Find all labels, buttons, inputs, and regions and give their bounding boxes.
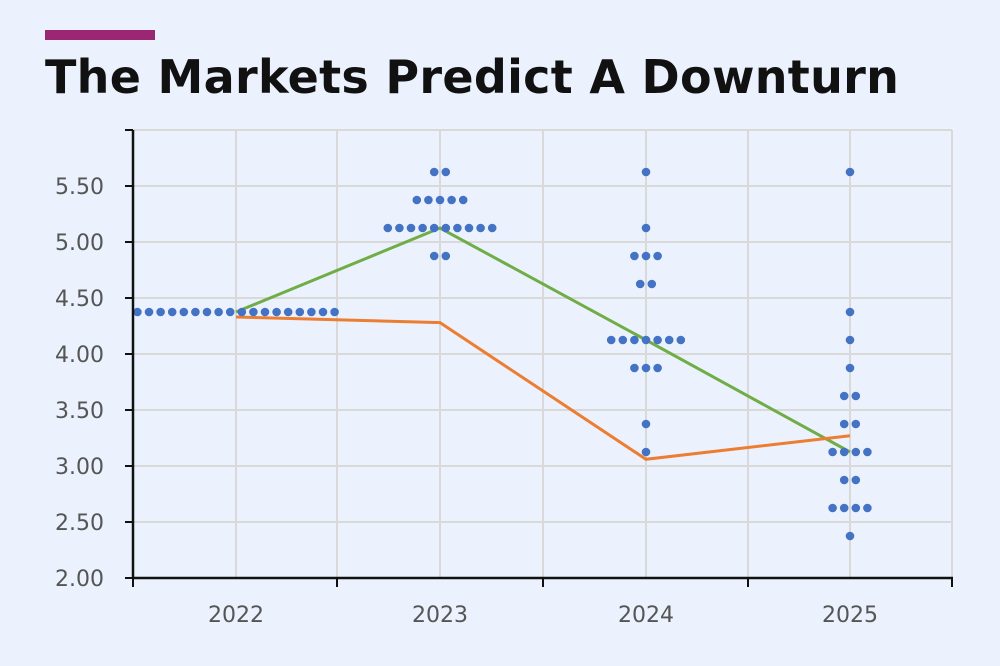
dot-point — [630, 363, 639, 373]
y-tick-label: 3.00 — [55, 455, 104, 480]
dot-point — [845, 335, 855, 345]
dot-point — [318, 307, 328, 317]
dot-point — [330, 307, 339, 317]
dot-point — [283, 307, 293, 317]
dot-point — [839, 391, 849, 401]
dot-point — [424, 195, 433, 205]
dot-point — [851, 391, 861, 401]
dot-point — [845, 531, 855, 541]
dot-point — [418, 223, 427, 233]
dot-point — [839, 503, 849, 513]
dot-point — [441, 167, 451, 177]
green-series-line — [235, 226, 851, 454]
dot-point — [845, 363, 855, 373]
y-tick-label: 3.50 — [55, 399, 104, 424]
dot-point — [641, 223, 651, 233]
dot-point — [664, 335, 674, 345]
dot-point — [828, 503, 837, 513]
dot-point — [845, 167, 855, 177]
dot-point — [641, 167, 651, 177]
dot-point — [453, 223, 462, 233]
dot-point — [851, 447, 861, 457]
dot-point — [429, 167, 439, 177]
chart-title: The Markets Predict A Downturn — [45, 50, 900, 104]
dot-point — [167, 307, 177, 317]
dot-point — [435, 195, 445, 205]
dot-point — [641, 419, 651, 429]
x-tick-label: 2025 — [822, 603, 878, 628]
dot-point — [863, 447, 872, 457]
dot-point — [249, 307, 258, 317]
dot-point — [441, 251, 451, 261]
labels-layer: 2.00 2.50 3.00 3.50 4.00 4.50 5.00 5.50 2022 2023… — [55, 175, 878, 628]
dot-point — [863, 503, 872, 513]
dot-point — [851, 503, 861, 513]
dot-point — [630, 335, 639, 345]
axis-layer — [125, 129, 953, 587]
dot-point — [395, 223, 404, 233]
dot-point — [237, 307, 247, 317]
dot-point — [641, 335, 651, 345]
dot-point — [828, 447, 837, 457]
dot-point — [641, 363, 651, 373]
dot-point — [429, 223, 439, 233]
dot-point — [191, 307, 200, 317]
grid-layer — [133, 129, 953, 578]
y-tick-label: 4.00 — [55, 343, 104, 368]
y-tick-label: 5.00 — [55, 231, 104, 256]
x-tick-label: 2022 — [208, 603, 264, 628]
dot-point — [839, 419, 849, 429]
dot-point — [458, 195, 468, 205]
dot-point — [429, 251, 439, 261]
dot-point — [476, 223, 485, 233]
series-layer — [235, 226, 851, 461]
dot-point — [295, 307, 305, 317]
dot-point — [144, 307, 154, 317]
dot-point — [179, 307, 189, 317]
dot-point — [406, 223, 416, 233]
dot-point — [641, 447, 651, 457]
y-tick-label: 5.50 — [55, 175, 104, 200]
dot-point — [214, 307, 223, 317]
accent-bar — [45, 30, 155, 40]
dot-point — [676, 335, 686, 345]
x-tick-label: 2023 — [412, 603, 468, 628]
orange-series-line — [235, 315, 851, 461]
dot-point — [260, 307, 270, 317]
x-tick-label: 2024 — [618, 603, 674, 628]
dot-point — [307, 307, 316, 317]
dot-point — [839, 447, 849, 457]
dot-point — [653, 363, 662, 373]
dot-point — [383, 223, 393, 233]
dots-layer — [133, 167, 872, 541]
y-tick-label: 4.50 — [55, 287, 104, 312]
dot-point — [839, 475, 849, 485]
dot-point — [630, 251, 639, 261]
dot-point — [464, 223, 474, 233]
y-tick-label: 2.00 — [55, 567, 104, 592]
dot-point — [272, 307, 281, 317]
dot-point — [845, 307, 855, 317]
dot-point — [441, 223, 451, 233]
dot-point — [412, 195, 422, 205]
dot-point — [202, 307, 212, 317]
dot-point — [156, 307, 165, 317]
dot-point — [447, 195, 456, 205]
dot-point — [647, 279, 657, 289]
y-tick-label: 2.50 — [55, 511, 104, 536]
dot-point — [133, 307, 142, 317]
dot-point — [487, 223, 497, 233]
dot-point — [641, 251, 651, 261]
dot-point — [635, 279, 645, 289]
dot-point — [225, 307, 235, 317]
dot-point — [606, 335, 616, 345]
dot-point — [653, 335, 662, 345]
dot-point — [653, 251, 662, 261]
dot-point — [618, 335, 628, 345]
dot-point — [851, 475, 861, 485]
dot-point — [851, 419, 861, 429]
